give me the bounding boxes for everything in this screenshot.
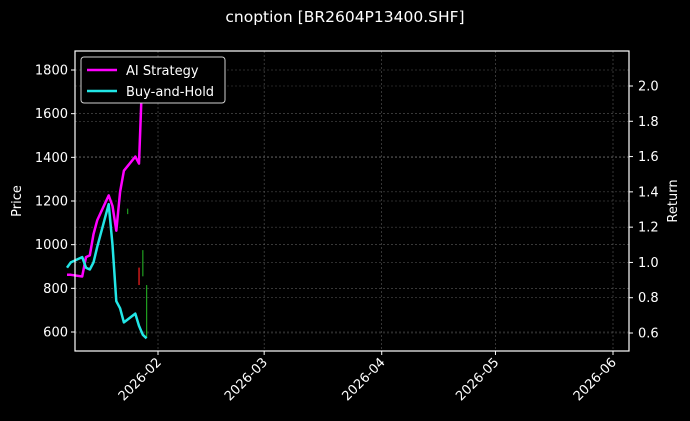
- legend-label-ai-strategy: AI Strategy: [126, 64, 199, 79]
- y-tick-label-left: 1400: [35, 151, 68, 166]
- chart-title: cnoption [BR2604P13400.SHF]: [225, 8, 465, 26]
- y-tick-label-left: 1600: [35, 107, 68, 122]
- y-tick-label-right: 1.4: [638, 185, 659, 200]
- y-tick-label-right: 0.6: [638, 327, 659, 342]
- grid-lines: [75, 51, 629, 351]
- series-line-buy-and-hold: [65, 202, 148, 340]
- price-candles: [127, 208, 148, 338]
- left-y-axis: 1800 1600 1400 1200 1000 800 600: [35, 64, 75, 341]
- y-tick-label-right: 1.8: [638, 115, 659, 130]
- y-tick-label-right: 1.0: [638, 256, 659, 271]
- legend-label-buy-and-hold: Buy-and-Hold: [126, 85, 214, 100]
- y-axis-label-right: Return: [666, 179, 681, 222]
- x-axis: 2026-02 2026-03 2026-04 2026-05 2026-06: [116, 351, 620, 404]
- x-tick-label: 2026-03: [222, 355, 271, 404]
- right-y-axis: 2.0 1.8 1.6 1.4 1.2 1.0 0.8 0.6: [629, 80, 659, 342]
- x-tick-label: 2026-04: [340, 355, 389, 404]
- y-tick-label-left: 1000: [35, 238, 68, 253]
- y-tick-label-left: 800: [43, 282, 68, 297]
- x-tick-label: 2026-06: [571, 355, 620, 404]
- y-tick-label-left: 1200: [35, 195, 68, 210]
- y-tick-label-right: 0.8: [638, 291, 659, 306]
- x-tick-label: 2026-05: [453, 355, 502, 404]
- y-tick-label-left: 600: [43, 326, 68, 341]
- x-tick-label: 2026-02: [116, 355, 165, 404]
- series-line-ai-strategy: [67, 61, 145, 278]
- y-tick-label-left: 1800: [35, 64, 68, 79]
- series-lines: [65, 61, 148, 340]
- y-tick-label-right: 2.0: [638, 80, 659, 95]
- y-tick-label-right: 1.6: [638, 150, 659, 165]
- legend: AI Strategy Buy-and-Hold: [80, 56, 226, 104]
- y-axis-label-left: Price: [10, 185, 25, 217]
- y-tick-label-right: 1.2: [638, 221, 659, 236]
